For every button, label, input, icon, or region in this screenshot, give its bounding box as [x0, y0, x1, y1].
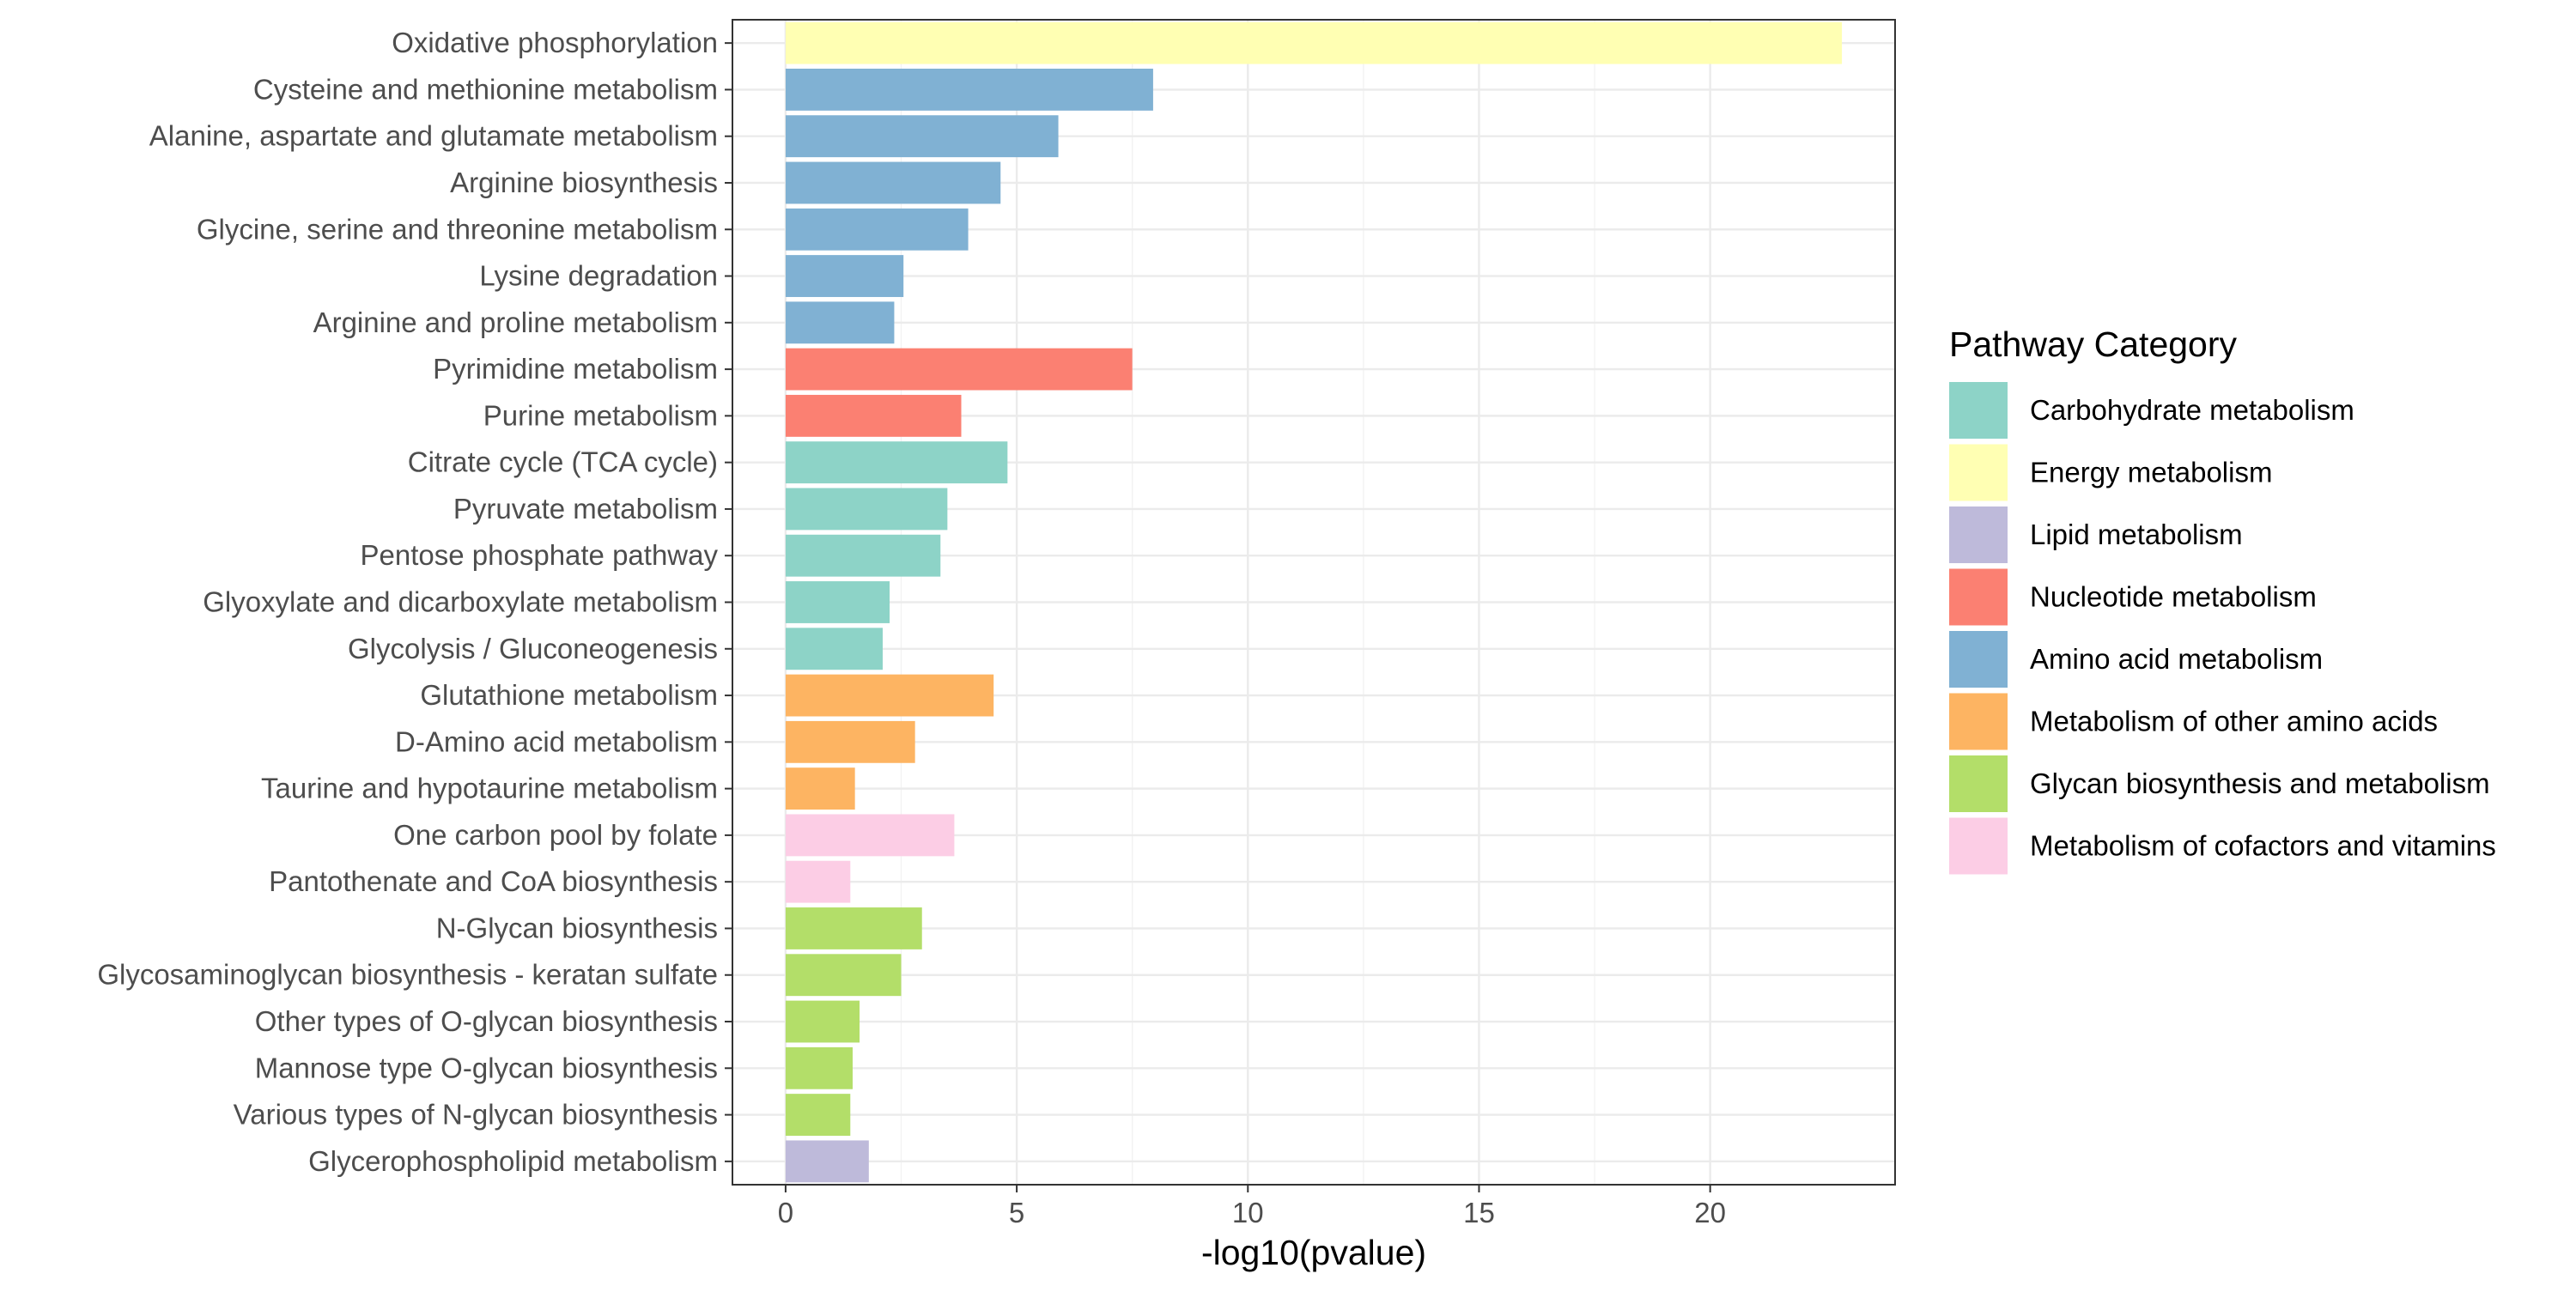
bar — [785, 1140, 869, 1183]
bar — [785, 907, 922, 949]
category-label: Other types of O-glycan biosynthesis — [255, 1005, 718, 1037]
bar — [785, 161, 1001, 204]
bar — [785, 581, 890, 623]
category-label: Glycerophospholipid metabolism — [308, 1145, 718, 1177]
legend-label: Amino acid metabolism — [2030, 643, 2323, 675]
bar — [785, 767, 855, 810]
legend-label: Glycan biosynthesis and metabolism — [2030, 767, 2490, 799]
bar — [785, 21, 1843, 64]
category-label: Glycosaminoglycan biosynthesis - keratan… — [97, 959, 718, 991]
category-labels: Oxidative phosphorylation Cysteine and me… — [97, 27, 732, 1177]
legend-key — [1949, 568, 2008, 626]
category-label: D-Amino acid metabolism — [395, 725, 718, 757]
bar — [785, 954, 902, 997]
bar — [785, 68, 1153, 111]
legend-label: Metabolism of other amino acids — [2030, 706, 2438, 737]
bar — [785, 628, 883, 670]
legend: Pathway Category Carbohydrate metabolism… — [1949, 325, 2496, 875]
category-label: Pentose phosphate pathway — [361, 539, 719, 571]
legend-label: Nucleotide metabolism — [2030, 581, 2317, 613]
bar — [785, 860, 851, 903]
x-axis-title: -log10(pvalue) — [1201, 1233, 1426, 1272]
category-label: Purine metabolism — [483, 399, 718, 431]
category-label: Mannose type O-glycan biosynthesis — [255, 1052, 718, 1083]
legend-label: Carbohydrate metabolism — [2030, 394, 2354, 426]
x-tick-label: 15 — [1463, 1197, 1495, 1228]
bar — [785, 488, 948, 531]
bar — [785, 301, 895, 344]
x-axis-ticks: 0 5 10 15 20 — [778, 1185, 1726, 1228]
category-label: Taurine and hypotaurine metabolism — [261, 773, 718, 804]
legend-key — [1949, 631, 2008, 688]
legend-key — [1949, 693, 2008, 750]
bar — [785, 441, 1008, 484]
legend-label: Lipid metabolism — [2030, 519, 2243, 550]
bar — [785, 1094, 851, 1137]
category-label: Arginine biosynthesis — [450, 167, 718, 198]
bar — [785, 1046, 853, 1089]
category-label: Pyrimidine metabolism — [433, 353, 718, 385]
legend-key — [1949, 755, 2008, 812]
legend-key — [1949, 817, 2008, 875]
category-label: Glycine, serine and threonine metabolism — [197, 213, 718, 245]
legend-key — [1949, 444, 2008, 501]
category-label: N-Glycan biosynthesis — [436, 912, 718, 943]
category-label: Oxidative phosphorylation — [392, 27, 718, 58]
category-label: Lysine degradation — [479, 260, 718, 292]
bar — [785, 534, 941, 577]
category-label: Arginine and proline metabolism — [313, 306, 718, 338]
bar — [785, 208, 969, 251]
bar — [785, 115, 1059, 158]
category-label: Citrate cycle (TCA cycle) — [408, 446, 718, 478]
bar — [785, 394, 962, 437]
legend-label: Metabolism of cofactors and vitamins — [2030, 830, 2496, 862]
bar — [785, 720, 915, 763]
x-tick-label: 10 — [1232, 1197, 1264, 1228]
legend-title: Pathway Category — [1949, 325, 2238, 364]
category-label: Various types of N-glycan biosynthesis — [234, 1099, 718, 1131]
category-label: Glyoxylate and dicarboxylate metabolism — [203, 586, 718, 618]
category-label: Glycolysis / Gluconeogenesis — [348, 633, 718, 664]
x-tick-label: 20 — [1694, 1197, 1726, 1228]
legend-label: Energy metabolism — [2030, 457, 2272, 488]
x-tick-label: 5 — [1009, 1197, 1024, 1228]
category-label: Pyruvate metabolism — [453, 493, 718, 525]
category-label: One carbon pool by folate — [393, 819, 718, 851]
bar — [785, 348, 1133, 391]
bar — [785, 255, 904, 297]
bar — [785, 1000, 860, 1043]
bar — [785, 674, 994, 717]
category-label: Cysteine and methionine metabolism — [253, 73, 718, 105]
x-tick-label: 0 — [778, 1197, 793, 1228]
bar — [785, 814, 955, 857]
category-label: Alanine, aspartate and glutamate metabol… — [149, 120, 718, 152]
legend-key — [1949, 506, 2008, 563]
category-label: Glutathione metabolism — [420, 679, 718, 711]
category-label: Pantothenate and CoA biosynthesis — [269, 865, 718, 897]
legend-key — [1949, 382, 2008, 439]
bars — [785, 21, 1843, 1183]
